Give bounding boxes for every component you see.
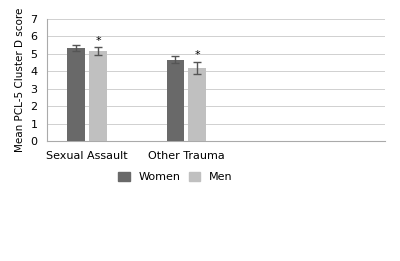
Text: *: * [95,36,101,46]
Y-axis label: Mean PCL-5 Cluster D score: Mean PCL-5 Cluster D score [15,8,25,152]
Bar [89,51,107,141]
Bar [67,48,85,141]
Bar [188,68,206,141]
Legend: Women, Men: Women, Men [114,167,237,187]
Text: *: * [194,50,200,60]
Bar [166,60,184,141]
